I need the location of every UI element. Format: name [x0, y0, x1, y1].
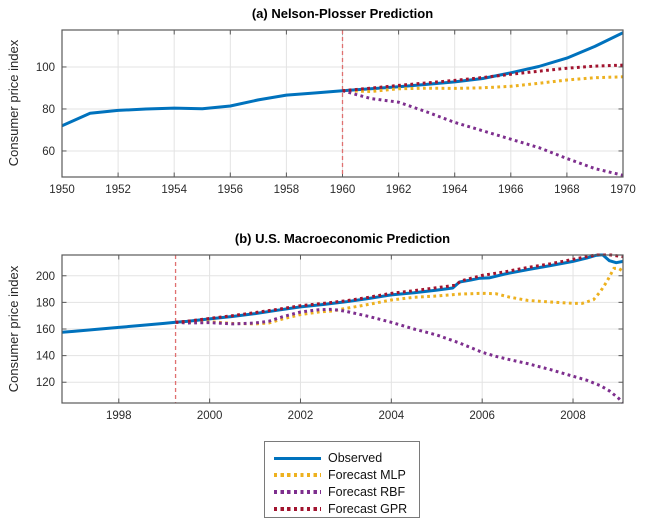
x-tick-label: 1950	[49, 184, 75, 196]
panel-b-y-axis-label: Consumer price index	[6, 265, 21, 393]
y-tick-label: 80	[42, 104, 55, 116]
x-tick-label: 2004	[379, 410, 405, 422]
legend-label: Forecast RBF	[328, 485, 406, 499]
panel-b-plot-area: 1998 2000 2002 2004 2006 2008 120 140 160 180 200	[36, 253, 624, 422]
series-group	[61, 253, 624, 404]
panel-a-plot-area: 1950 1952 1954 1956 1958 1960 1962 1964 1966 1968…	[36, 29, 636, 196]
y-tick-label: 100	[36, 62, 55, 74]
forecast-gpr-line-swatch	[274, 507, 321, 511]
series-forecast-rbf	[175, 307, 624, 404]
x-tick-label: 1998	[106, 410, 132, 422]
forecast-rbf-line-swatch	[274, 490, 321, 494]
plot-svg-a: 1950 1952 1954 1956 1958 1960 1962 1964 1966 1968…	[36, 29, 636, 196]
x-tick-label: 1956	[218, 184, 244, 196]
x-tick-label: 2002	[288, 410, 314, 422]
x-tick-label: 2006	[469, 410, 495, 422]
y-tick-label: 60	[42, 146, 55, 158]
legend-label: Forecast MLP	[328, 468, 406, 482]
x-tick-label: 1968	[554, 184, 580, 196]
legend-label: Observed	[328, 451, 383, 465]
y-tick-label: 160	[36, 324, 55, 336]
observed-line-swatch	[274, 456, 321, 460]
axes-box	[61, 254, 624, 404]
series-forecast-gpr	[175, 253, 624, 324]
y-tick-label: 180	[36, 297, 55, 309]
axes-box	[61, 29, 624, 178]
panel-b-title: (b) U.S. Macroeconomic Prediction	[234, 231, 451, 246]
legend-label: Forecast GPR	[328, 502, 408, 516]
x-tick-label: 1964	[442, 184, 468, 196]
series-group	[61, 31, 624, 177]
plot-svg-b: 1998 2000 2002 2004 2006 2008 120 140 160 180 200	[36, 253, 624, 422]
x-tick-label: 2000	[197, 410, 223, 422]
series-observed	[61, 253, 624, 334]
x-tick-label: 1966	[498, 184, 524, 196]
y-tick-label: 140	[36, 351, 55, 363]
panel-a-y-axis-label: Consumer price index	[6, 39, 21, 167]
legend-item-forecast-gpr: Forecast GPR	[274, 501, 419, 517]
x-tick-label: 1970	[610, 184, 636, 196]
x-tick-label: 2008	[560, 410, 586, 422]
x-tick-label: 1958	[274, 184, 300, 196]
forecast-mlp-line-swatch	[274, 473, 321, 477]
x-tick-label: 1954	[161, 184, 187, 196]
panel-a-title: (a) Nelson-Plosser Prediction	[251, 6, 434, 21]
legend-item-forecast-rbf: Forecast RBF	[274, 484, 419, 500]
legend-item-observed: Observed	[274, 450, 419, 466]
y-tick-label: 200	[36, 271, 55, 283]
x-tick-label: 1952	[105, 184, 131, 196]
x-tick-label: 1960	[330, 184, 356, 196]
y-tick-label: 120	[36, 377, 55, 389]
legend-item-forecast-mlp: Forecast MLP	[274, 467, 419, 483]
legend: Observed Forecast MLP Forecast RBF Forec…	[264, 441, 420, 518]
x-tick-label: 1962	[386, 184, 412, 196]
